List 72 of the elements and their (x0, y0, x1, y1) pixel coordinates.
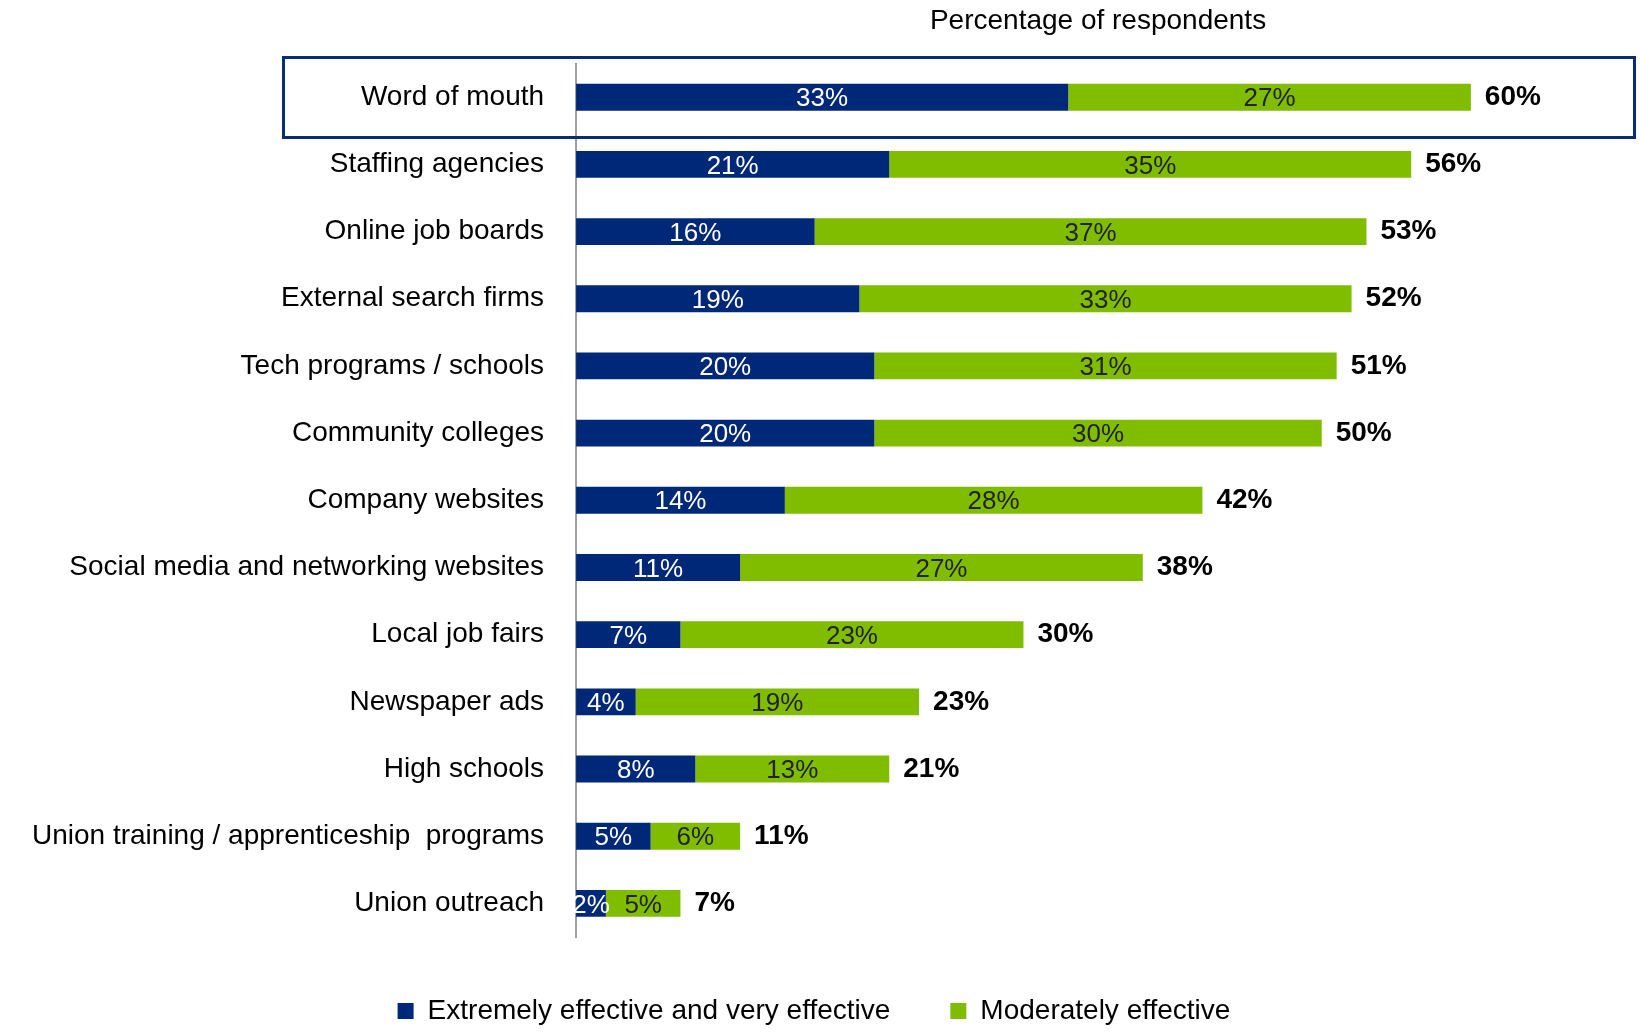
bar (576, 83, 1069, 111)
total-label: 21% (903, 751, 960, 783)
bar (874, 419, 1322, 447)
y-tick-label: Union training / apprenticeship programs (31, 818, 545, 850)
data-label: 7% (609, 619, 648, 650)
data-label: 28% (967, 485, 1020, 516)
data-label: 33% (796, 82, 849, 113)
data-label: 33% (1079, 283, 1132, 314)
bar (814, 218, 1367, 245)
data-label: 13% (766, 754, 819, 785)
total-label: 23% (933, 684, 990, 716)
bar (889, 150, 1412, 178)
total-label: 60% (1484, 79, 1542, 111)
y-tick-label: Online job boards (324, 214, 545, 246)
y-tick-label: External search firms (281, 281, 545, 313)
data-label: 20% (699, 418, 752, 449)
bar (576, 352, 875, 380)
data-label: 35% (1124, 149, 1177, 180)
y-tick-label: Newspaper ads (349, 684, 545, 716)
y-tick-label: Union outreach (354, 886, 545, 918)
data-label: 30% (1072, 418, 1125, 449)
bar (576, 285, 860, 313)
y-tick-label: Word of mouth (360, 79, 545, 111)
bar (576, 150, 890, 178)
bar (576, 419, 875, 447)
data-label: 5% (594, 821, 633, 852)
bar (1068, 83, 1471, 111)
bar (784, 486, 1203, 514)
legend-label: Moderately effective (980, 993, 1231, 1025)
data-label: 6% (676, 821, 715, 852)
total-label: 30% (1037, 617, 1094, 649)
data-label: 27% (1243, 82, 1296, 113)
y-tick-label: High schools (383, 751, 545, 783)
data-label: 8% (616, 754, 655, 785)
data-label: 31% (1079, 351, 1132, 382)
data-label: 20% (699, 351, 752, 382)
data-label: 11% (633, 552, 684, 583)
data-label: 4% (587, 687, 625, 718)
total-label: 50% (1335, 415, 1392, 447)
legend-label: Extremely effective and very effective (427, 993, 891, 1025)
total-label: 53% (1380, 214, 1437, 246)
bar (576, 554, 741, 581)
bar (740, 554, 1143, 581)
total-label: 11% (754, 818, 809, 850)
data-label: 37% (1064, 216, 1117, 247)
y-tick-label: Local job fairs (371, 617, 545, 649)
y-tick-label: Tech programs / schools (240, 348, 545, 380)
data-label: 19% (751, 687, 804, 718)
data-label: 21% (706, 149, 759, 180)
total-label: 56% (1425, 147, 1482, 179)
bar (859, 285, 1352, 313)
data-label: 27% (915, 552, 968, 583)
data-label: 23% (825, 619, 878, 650)
y-tick-label: Social media and networking websites (69, 550, 545, 582)
data-label: 16% (669, 216, 722, 247)
total-label: 7% (694, 886, 736, 918)
y-tick-label: Company websites (307, 483, 545, 515)
total-label: 52% (1365, 281, 1422, 313)
bar (635, 688, 920, 716)
y-tick-label: Staffing agencies (329, 147, 545, 179)
x-axis-title: Percentage of respondents (929, 3, 1267, 35)
bar (680, 621, 1024, 649)
data-label: 19% (691, 283, 744, 314)
total-label: 38% (1156, 550, 1213, 582)
data-label: 14% (654, 485, 707, 516)
bar (576, 486, 785, 514)
total-label: 42% (1216, 483, 1273, 515)
bar (576, 218, 815, 245)
y-tick-label: Community colleges (291, 415, 545, 447)
data-label: 5% (624, 888, 662, 919)
total-label: 51% (1350, 348, 1407, 380)
bar (874, 352, 1337, 380)
